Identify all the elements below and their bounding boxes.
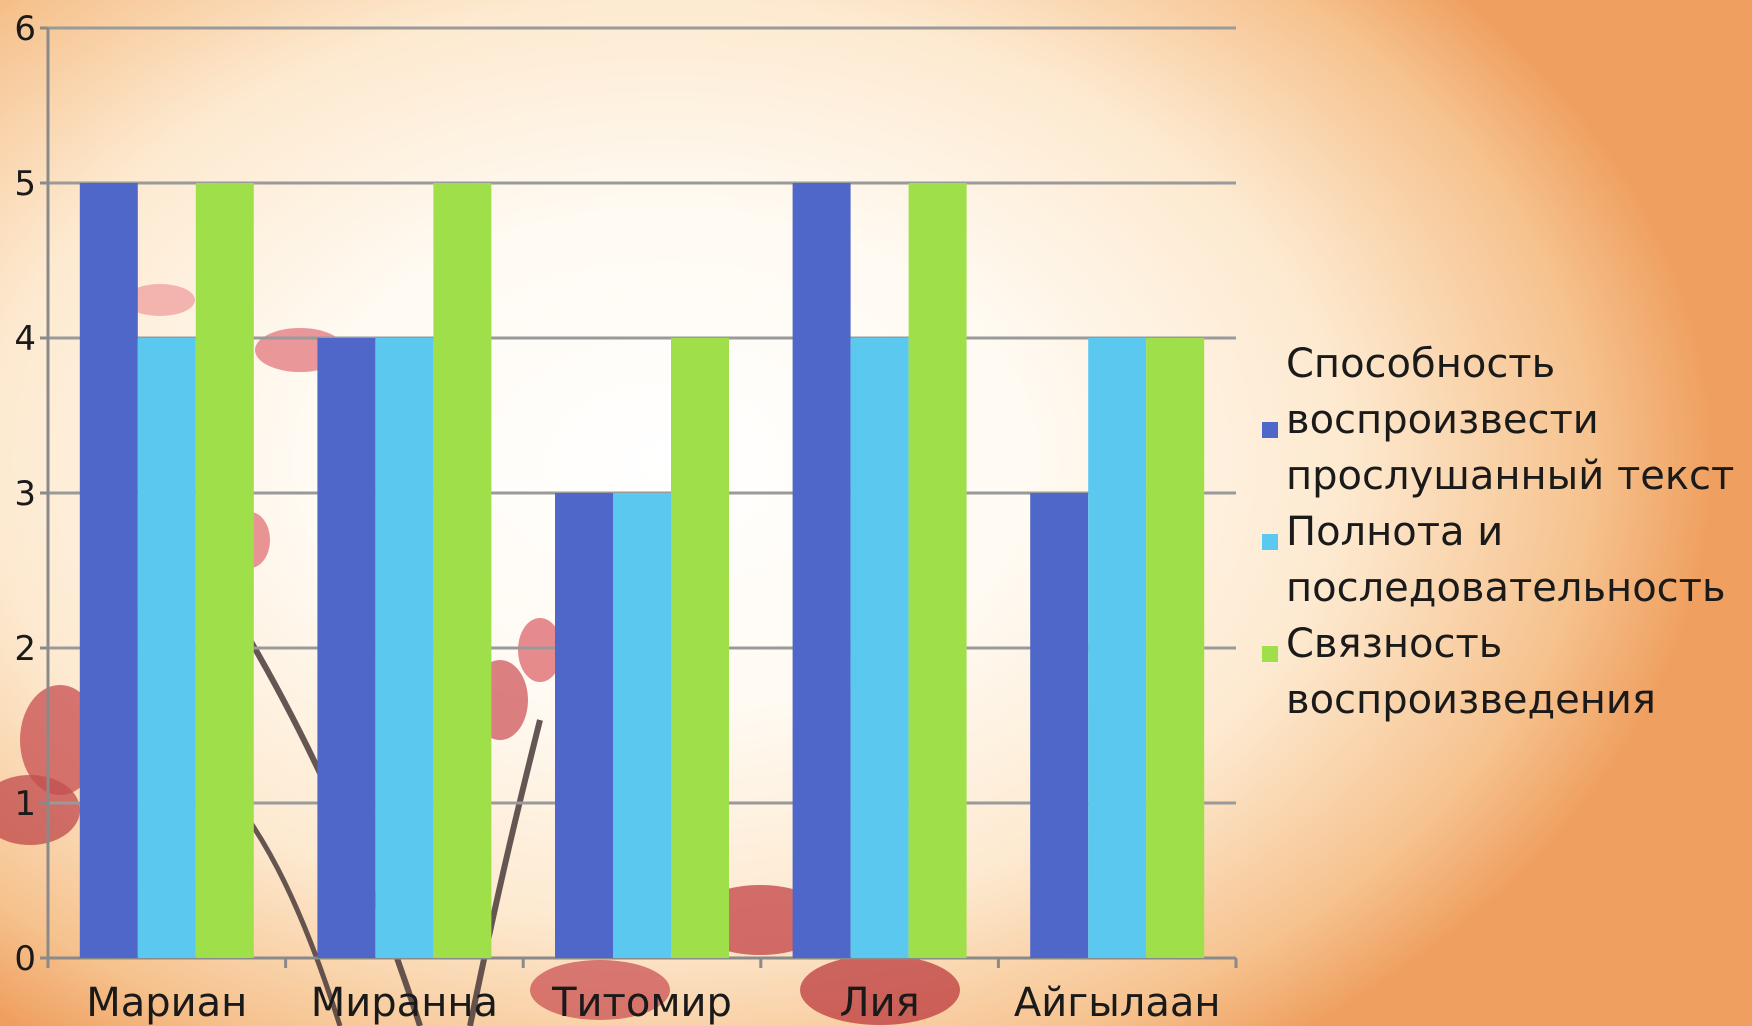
legend-label-line: Полнота и (1286, 509, 1504, 555)
x-category-label: Миранна (311, 980, 498, 1026)
legend-label-line: Связность (1286, 621, 1503, 667)
legend: Способность воспроизвести прослушанный тек… (1258, 336, 1752, 728)
bar-1-4 (792, 183, 851, 958)
bar-3-3 (671, 338, 729, 958)
bar-2-4 (850, 338, 909, 958)
legend-label-line: воспроизвести (1286, 397, 1599, 443)
y-tick-label: 5 (14, 164, 36, 204)
legend-swatch (1262, 534, 1278, 550)
bar-3-5 (1146, 338, 1205, 958)
bar-1-5 (1030, 493, 1089, 958)
y-tick-label: 6 (14, 9, 36, 49)
bar-2-5 (1088, 338, 1147, 958)
y-tick-label: 0 (14, 939, 36, 979)
bar-1-1 (79, 183, 138, 958)
bar-2-1 (137, 338, 196, 958)
y-tick-label: 3 (14, 474, 36, 514)
legend-label-line: прослушанный текст (1286, 453, 1735, 499)
y-tick-label: 2 (14, 629, 36, 669)
legend-label-line: последовательность (1286, 565, 1726, 611)
bar-1-3 (555, 493, 613, 958)
y-tick-label: 1 (14, 784, 36, 824)
y-tick-label: 4 (14, 319, 36, 359)
legend-label-line: Способность (1286, 341, 1556, 387)
x-category-label: Айгылаан (1014, 980, 1221, 1026)
bar-3-1 (195, 183, 254, 958)
x-category-label: Титомир (551, 980, 732, 1026)
bar-1-2 (317, 338, 376, 958)
legend-item-3: Связность воспроизведения (1258, 616, 1752, 728)
bar-3-4 (908, 183, 967, 958)
legend-label-line: воспроизведения (1286, 677, 1656, 723)
legend-swatch (1262, 646, 1278, 662)
bar-2-2 (375, 338, 434, 958)
x-category-label: Мариан (86, 980, 247, 1026)
legend-swatch (1262, 422, 1278, 438)
legend-item-1: Способность воспроизвести прослушанный тек… (1258, 336, 1752, 504)
bar-2-3 (613, 493, 671, 958)
legend-item-2: Полнота и последовательность (1258, 504, 1752, 616)
bar-3-2 (433, 183, 492, 958)
x-category-label: Лия (840, 980, 920, 1026)
